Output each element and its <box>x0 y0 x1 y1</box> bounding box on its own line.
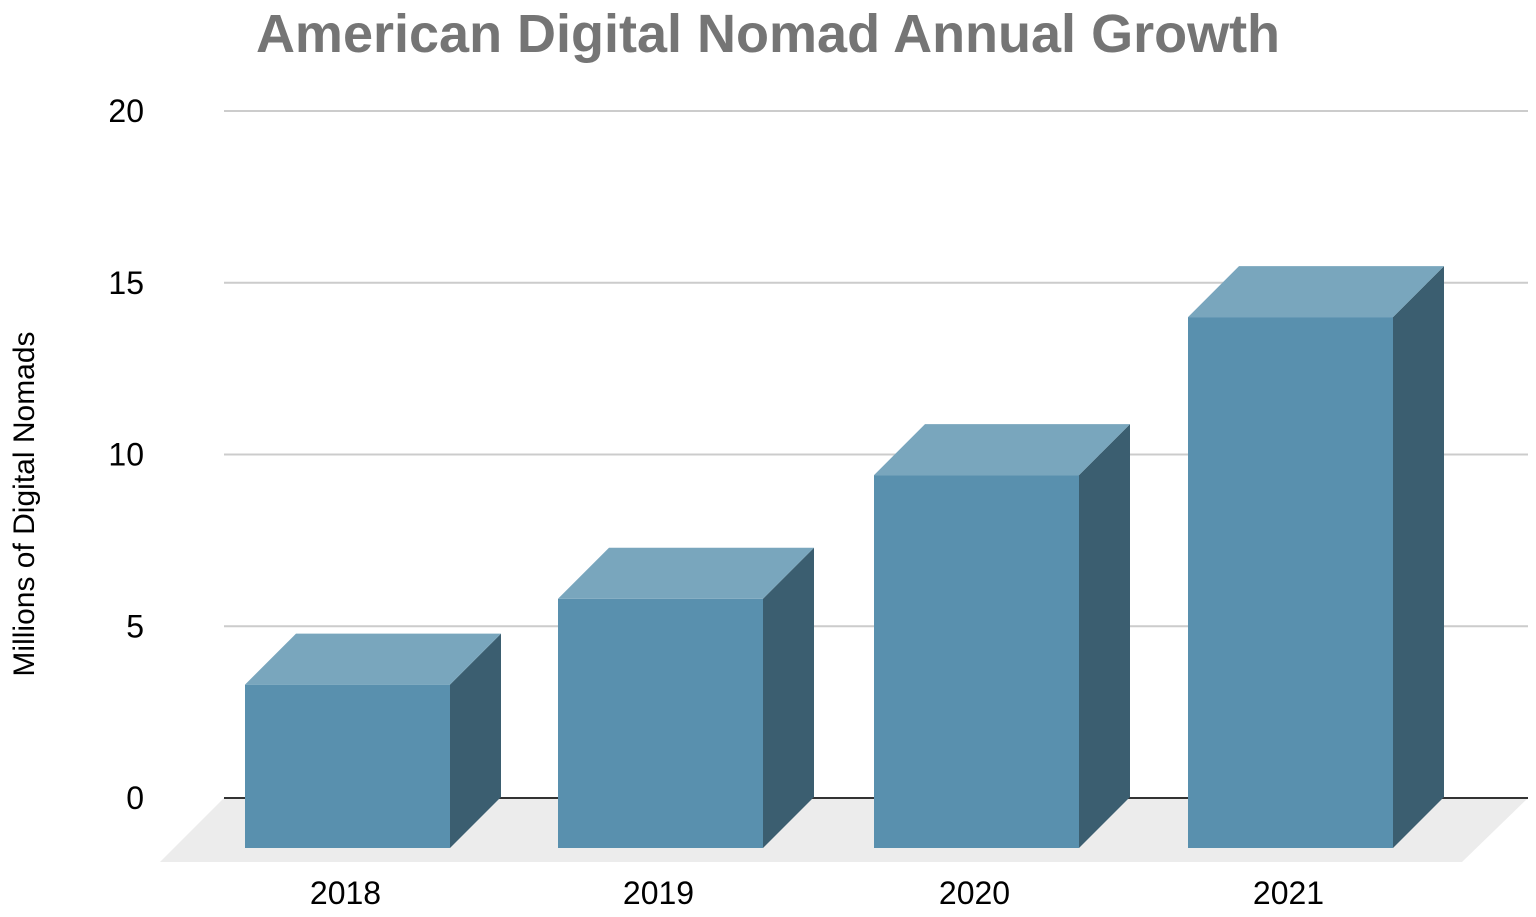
bar-front-face <box>1188 317 1393 849</box>
bar-front-face <box>558 598 763 848</box>
chart-title: American Digital Nomad Annual Growth <box>256 4 1280 64</box>
bar-side-face <box>763 547 814 848</box>
bar-top-face <box>874 424 1130 476</box>
y-tick-label: 10 <box>108 437 144 473</box>
bar <box>1188 266 1444 849</box>
bar-front-face <box>874 475 1079 848</box>
bar-side-face <box>1079 424 1130 848</box>
y-tick-label: 5 <box>126 608 144 644</box>
floor-plane <box>160 798 1528 862</box>
bar-side-face <box>450 633 501 848</box>
bar-top-face <box>558 547 814 599</box>
x-tick-label: 2020 <box>939 875 1010 911</box>
y-tick-label: 15 <box>108 265 144 301</box>
x-tick-label: 2019 <box>623 875 694 911</box>
y-tick-label: 0 <box>126 780 144 816</box>
bar-top-face <box>1188 266 1444 318</box>
bar-front-face <box>245 684 450 848</box>
bar <box>874 424 1130 848</box>
bar <box>245 633 501 848</box>
x-tick-label: 2021 <box>1253 875 1324 911</box>
bar-side-face <box>1393 266 1444 849</box>
chart-floor <box>160 798 1528 862</box>
bar <box>558 547 814 848</box>
y-axis: 0 5 10 15 20 <box>108 93 144 816</box>
bars <box>245 266 1444 849</box>
y-tick-label: 20 <box>108 93 144 129</box>
bar-top-face <box>245 633 501 685</box>
x-tick-label: 2018 <box>310 875 381 911</box>
y-axis-title: Millions of Digital Nomads <box>8 331 41 676</box>
x-axis: 2018 2019 2020 2021 <box>310 875 1324 911</box>
